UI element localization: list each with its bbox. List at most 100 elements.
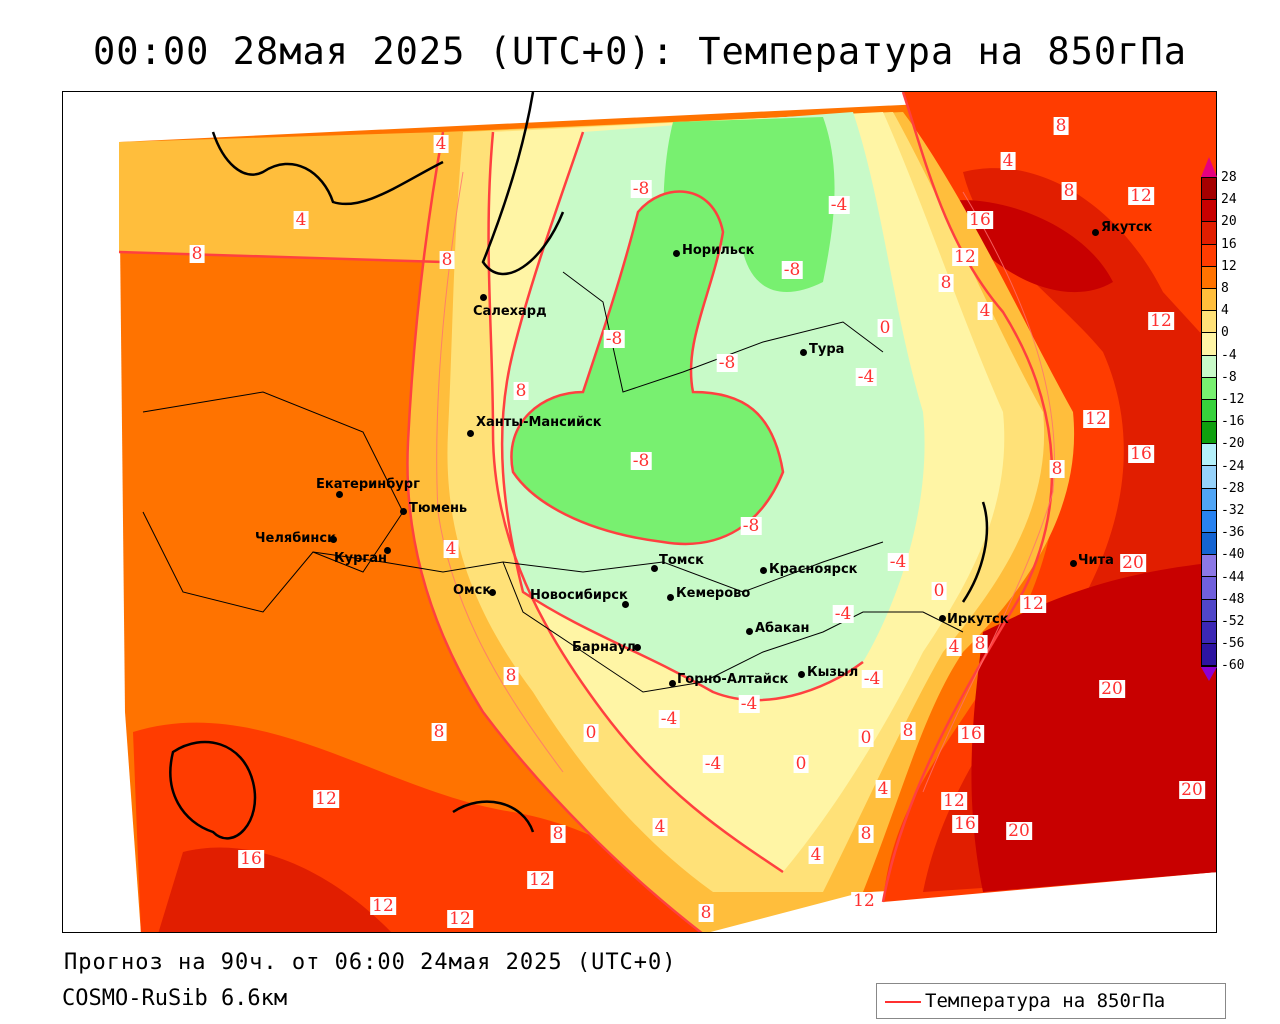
city-label: Иркутск [947, 612, 1009, 627]
contour-label: -4 [738, 694, 760, 714]
colorbar-bin [1202, 533, 1216, 556]
colorbar-tick-label: -56 [1221, 636, 1245, 652]
colorbar-bin [1202, 355, 1216, 378]
contour-label: -8 [630, 451, 652, 471]
contour-label: 12 [941, 791, 967, 811]
contour-label: 12 [313, 789, 339, 809]
field-20-24-east [943, 200, 1216, 892]
contour-label: 8 [431, 722, 447, 742]
legend: Температура на 850гПа [876, 983, 1226, 1019]
contour-label: 8 [1061, 181, 1077, 201]
colorbar-bin [1202, 577, 1216, 600]
city-label: Горно-Алтайск [677, 672, 789, 687]
contour-label: 4 [875, 779, 891, 799]
contour-label: -8 [781, 260, 803, 280]
colorbar-tick-label: -44 [1221, 569, 1245, 585]
city-marker [622, 601, 629, 608]
contour-label: -8 [630, 179, 652, 199]
city-marker [400, 508, 407, 515]
contour-label: -8 [740, 516, 762, 536]
contour-label: 8 [900, 721, 916, 741]
colorbar-bin [1202, 244, 1216, 267]
city-marker [480, 294, 487, 301]
colorbar-tick-label: -60 [1221, 658, 1245, 674]
city-label: Якутск [1101, 220, 1153, 235]
colorbar-bottom-arrow [1201, 667, 1217, 682]
map-fields [118, 92, 1216, 932]
city-marker [939, 615, 946, 622]
contour-label: 8 [513, 381, 529, 401]
field-16-20-sw [158, 847, 392, 932]
contour-label: -4 [832, 604, 854, 624]
colorbar-tick-label: 0 [1221, 325, 1229, 341]
field-m12-m8-b [663, 117, 835, 292]
contour-label: -8 [716, 353, 738, 373]
city-label: Курган [334, 551, 387, 566]
city-label: Томск [659, 553, 704, 568]
contour-label: 4 [443, 539, 459, 559]
contour-label: 20 [1006, 821, 1032, 841]
city-marker [330, 536, 337, 543]
city-label: Красноярск [769, 562, 858, 577]
colorbar-bin [1202, 488, 1216, 511]
contour-label: 16 [952, 814, 978, 834]
contour-label: 4 [652, 817, 668, 837]
city-marker [667, 594, 674, 601]
contour-label: 8 [1053, 116, 1069, 136]
contour-label: 12 [1020, 594, 1046, 614]
colorbar-bin [1202, 510, 1216, 533]
contour-label: 12 [1148, 311, 1174, 331]
city-marker [634, 644, 641, 651]
colorbar-bin [1202, 466, 1216, 489]
model-name: COSMO-RuSib 6.6км [62, 986, 288, 1011]
colorbar-tick-label: -4 [1221, 347, 1237, 363]
contour-label: 12 [1083, 409, 1109, 429]
contour-label: 0 [858, 728, 874, 748]
colorbar-tick-label: -24 [1221, 458, 1245, 474]
colorbar-bin [1202, 377, 1216, 400]
colorbar-tick-label: 8 [1221, 281, 1229, 296]
colorbar-bin [1202, 311, 1216, 334]
contour-label: 0 [583, 723, 599, 743]
city-marker [336, 491, 343, 498]
city-label: Норильск [682, 243, 755, 258]
colorbar-tick-label: -20 [1221, 436, 1245, 452]
colorbar-bin [1202, 178, 1216, 201]
minor-contours [436, 171, 1056, 793]
city-label: Кемерово [676, 586, 751, 601]
forecast-info: Прогноз на 90ч. от 06:00 24мая 2025 (UTC… [64, 950, 677, 975]
colorbar-tick-label: -16 [1221, 414, 1245, 430]
colorbar-bin [1202, 643, 1216, 667]
colorbar-bin [1202, 200, 1216, 223]
city-label: Ханты-Мансийск [476, 415, 602, 430]
city-label: Тура [809, 342, 845, 357]
contour-label: 12 [851, 891, 877, 911]
contour-label: 8 [439, 250, 455, 270]
city-marker [798, 671, 805, 678]
city-marker [746, 628, 753, 635]
contour-label: 4 [1000, 151, 1016, 171]
city-label: Новосибирск [530, 588, 628, 603]
colorbar-tick-label: 20 [1221, 214, 1237, 230]
contour-label: 8 [938, 273, 954, 293]
colorbar-tick-label: 12 [1221, 258, 1237, 274]
contour-label: 12 [370, 896, 396, 916]
city-label: Абакан [755, 621, 810, 636]
contour-label: 12 [952, 247, 978, 267]
colorbar-bin [1202, 444, 1216, 467]
contour-label: 8 [503, 666, 519, 686]
city-label: Екатеринбург [316, 477, 420, 492]
city-label: Тюмень [409, 501, 468, 516]
colorbar-tick-label: 24 [1221, 192, 1237, 208]
colorbar-bin [1202, 399, 1216, 423]
city-marker [760, 567, 767, 574]
contour-label: 8 [550, 824, 566, 844]
colorbar-tick-label: 16 [1221, 236, 1237, 252]
contour-label: -8 [603, 329, 625, 349]
colorbar-bin [1202, 333, 1216, 356]
contour-label: -4 [658, 709, 680, 729]
city-marker [1070, 560, 1077, 567]
colorbar-tick-label: -48 [1221, 591, 1245, 607]
field-m12-m8-a [511, 191, 783, 544]
colorbar-bin [1202, 288, 1216, 312]
